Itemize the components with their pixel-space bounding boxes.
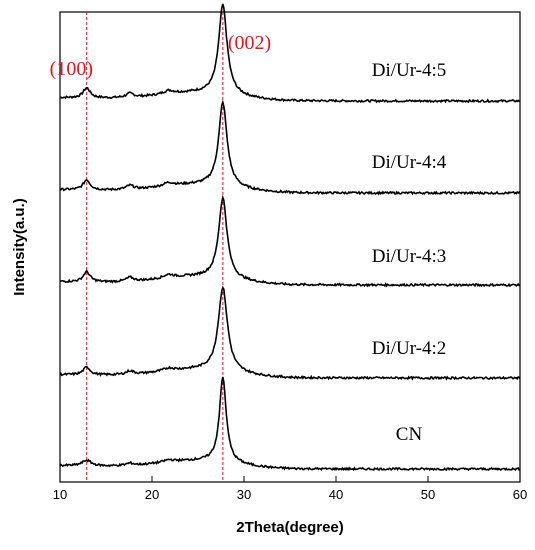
plot-frame xyxy=(59,11,521,483)
x-tick-label: 30 xyxy=(237,487,251,502)
reference-lines: (100) (002) xyxy=(50,12,271,482)
series-label: Di/Ur-4:5 xyxy=(372,60,447,81)
series-line xyxy=(59,285,521,381)
x-axis-title: 2Theta(degree) xyxy=(236,519,344,536)
y-axis-title: Intensity(a.u.) xyxy=(11,198,28,296)
reference-line-label: (002) xyxy=(228,32,271,54)
series-line xyxy=(59,194,521,288)
series-line xyxy=(59,99,521,196)
x-axis-ticks: 10 20 30 40 50 60 xyxy=(53,476,527,502)
series-labels: Di/Ur-4:5 Di/Ur-4:4 Di/Ur-4:3 Di/Ur-4:2 CN xyxy=(372,60,447,445)
series-label: Di/Ur-4:2 xyxy=(372,338,447,359)
reference-line-label: (100) xyxy=(50,58,93,80)
x-tick-label: 20 xyxy=(145,487,159,502)
x-tick-label: 10 xyxy=(53,487,67,502)
x-tick-label: 60 xyxy=(513,487,527,502)
series-label: Di/Ur-4:3 xyxy=(372,246,447,267)
series-label: CN xyxy=(396,424,423,445)
series-line xyxy=(59,3,521,104)
series-lines xyxy=(59,3,521,472)
series-line xyxy=(59,376,521,472)
x-tick-label: 40 xyxy=(329,487,343,502)
x-tick-label: 50 xyxy=(421,487,435,502)
series-label: Di/Ur-4:4 xyxy=(372,152,447,173)
